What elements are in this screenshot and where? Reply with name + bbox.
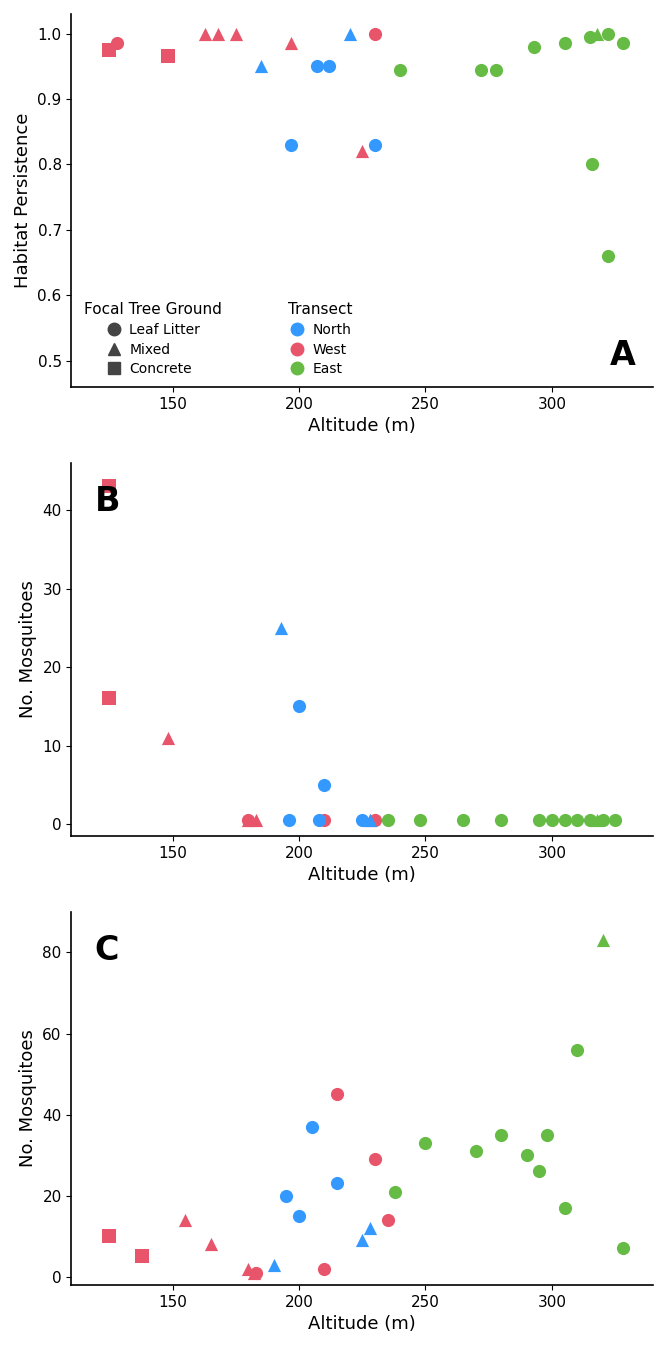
Point (213, 23, 223, 44)
Point (597, 810, 608, 831)
Y-axis label: Habitat Persistence: Habitat Persistence (14, 113, 32, 288)
Point (364, 810, 375, 831)
Point (496, 810, 507, 831)
Point (559, 810, 570, 831)
Point (319, 810, 329, 831)
Point (618, 32, 628, 54)
Point (324, 55, 335, 77)
Point (522, 1145, 532, 1167)
Point (268, 1254, 279, 1276)
Point (610, 810, 620, 831)
Point (319, 775, 329, 796)
Point (283, 810, 294, 831)
Point (364, 810, 375, 831)
Point (395, 59, 406, 81)
Point (137, 1246, 147, 1268)
Point (104, 688, 115, 710)
Point (104, 475, 115, 497)
Point (357, 810, 368, 831)
Point (458, 810, 469, 831)
Point (231, 23, 241, 44)
Point (496, 1123, 507, 1145)
Y-axis label: No. Mosquitoes: No. Mosquitoes (19, 581, 37, 718)
Text: A: A (610, 339, 636, 372)
Point (370, 1149, 380, 1171)
Point (251, 810, 261, 831)
Point (331, 1173, 342, 1195)
Point (584, 26, 595, 47)
Point (370, 23, 380, 44)
Point (357, 1230, 368, 1251)
Point (491, 59, 502, 81)
Point (314, 810, 325, 831)
Point (592, 23, 603, 44)
Point (597, 929, 608, 951)
Point (390, 1181, 400, 1203)
Point (281, 1185, 291, 1207)
Point (534, 810, 545, 831)
Point (104, 1226, 115, 1247)
Point (602, 245, 613, 267)
Point (529, 36, 540, 58)
Point (293, 1206, 304, 1227)
Point (584, 810, 595, 831)
Point (370, 133, 380, 155)
Point (420, 1133, 431, 1154)
Point (286, 32, 297, 54)
Point (243, 1258, 253, 1280)
Point (243, 810, 253, 831)
Point (534, 1161, 545, 1183)
X-axis label: Altitude (m): Altitude (m) (308, 866, 416, 884)
Point (251, 1262, 261, 1284)
Point (344, 23, 355, 44)
Point (471, 1141, 482, 1162)
Point (319, 1258, 329, 1280)
Point (357, 140, 368, 162)
Point (331, 1083, 342, 1105)
Point (306, 1115, 317, 1137)
Legend: North, West, East: North, West, East (287, 303, 352, 376)
Point (243, 810, 253, 831)
Point (382, 810, 393, 831)
Point (276, 617, 287, 638)
Point (311, 55, 322, 77)
Y-axis label: No. Mosquitoes: No. Mosquitoes (19, 1029, 37, 1168)
Point (370, 810, 380, 831)
Point (180, 1210, 191, 1231)
Point (559, 32, 570, 54)
Point (364, 1218, 375, 1239)
Point (592, 810, 603, 831)
Point (162, 727, 173, 749)
Point (602, 23, 613, 44)
Point (559, 1197, 570, 1219)
Point (104, 39, 115, 61)
Text: B: B (95, 485, 120, 519)
Point (382, 1210, 393, 1231)
Point (162, 46, 173, 67)
Point (476, 59, 486, 81)
Point (200, 23, 211, 44)
Point (572, 1039, 582, 1060)
Point (415, 810, 426, 831)
X-axis label: Altitude (m): Altitude (m) (308, 1315, 416, 1334)
Point (572, 810, 582, 831)
Point (111, 32, 122, 54)
Point (248, 1262, 259, 1284)
Point (255, 55, 266, 77)
Point (205, 1234, 216, 1255)
Text: C: C (95, 935, 119, 967)
Point (293, 695, 304, 717)
Point (587, 154, 598, 175)
X-axis label: Altitude (m): Altitude (m) (308, 418, 416, 435)
Point (286, 133, 297, 155)
Point (547, 810, 558, 831)
Point (542, 1123, 552, 1145)
Point (618, 1238, 628, 1259)
